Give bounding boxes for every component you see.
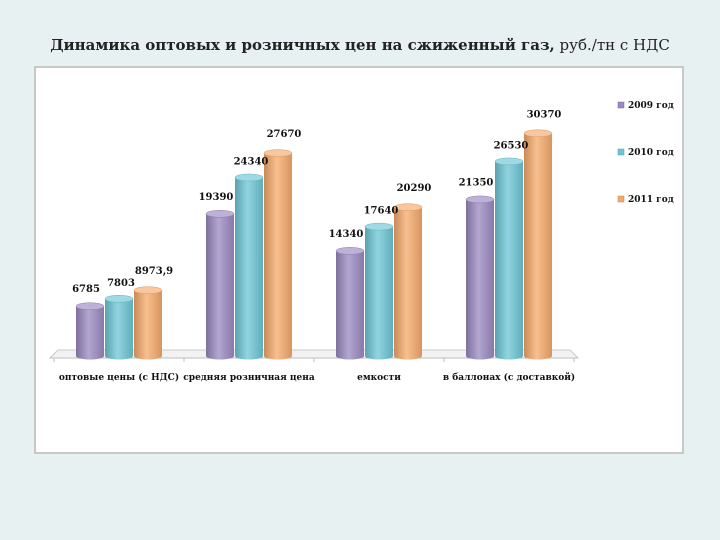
data-label: 17640 [364,206,399,217]
bar [523,129,553,360]
category-label: оптовые цены (с НДС) [59,372,179,383]
data-label: 21350 [459,177,494,188]
data-label: 20290 [397,183,432,194]
bars-layer [75,129,553,360]
data-label: 19390 [199,192,234,203]
bar [364,222,394,360]
chart-frame: 6785 7803 8973,9 19390 24340 27670 14340 17640 2… [34,66,684,454]
data-label: 30370 [527,109,562,120]
bar [205,210,235,360]
category-label: емкости [357,373,401,383]
legend-label: 2010 год [628,148,674,158]
data-label: 26530 [494,140,529,151]
data-label: 14340 [329,229,364,240]
bar [393,203,423,360]
data-label: 7803 [107,278,135,289]
bar [465,195,495,360]
bar [75,302,105,360]
title-unit: руб./тн с НДС [554,36,670,54]
bar [335,247,365,360]
data-label: 8973,9 [135,266,173,277]
legend-label: 2009 год [628,101,674,111]
data-label: 24340 [234,157,269,168]
category-label: средняя розничная цена [183,373,315,383]
title-main: Динамика оптовых и розничных цен на сжиж… [50,36,555,54]
legend-swatch [617,101,625,109]
bar [234,173,264,360]
legend-swatch [617,195,625,203]
bar [494,157,524,360]
slide-title: Динамика оптовых и розничных цен на сжиж… [0,36,720,54]
legend: 2009 год 2010 год 2011 год [617,101,674,205]
category-label: в баллонах (с доставкой) [443,372,575,383]
category-labels-layer: оптовые цены (с НДС) средняя розничная це… [59,372,575,383]
bar [263,149,293,360]
bar [104,295,134,360]
legend-label: 2011 год [628,195,674,205]
legend-swatch [617,148,625,156]
bar [133,286,163,360]
data-label: 27670 [267,129,302,140]
data-label: 6785 [72,284,100,295]
